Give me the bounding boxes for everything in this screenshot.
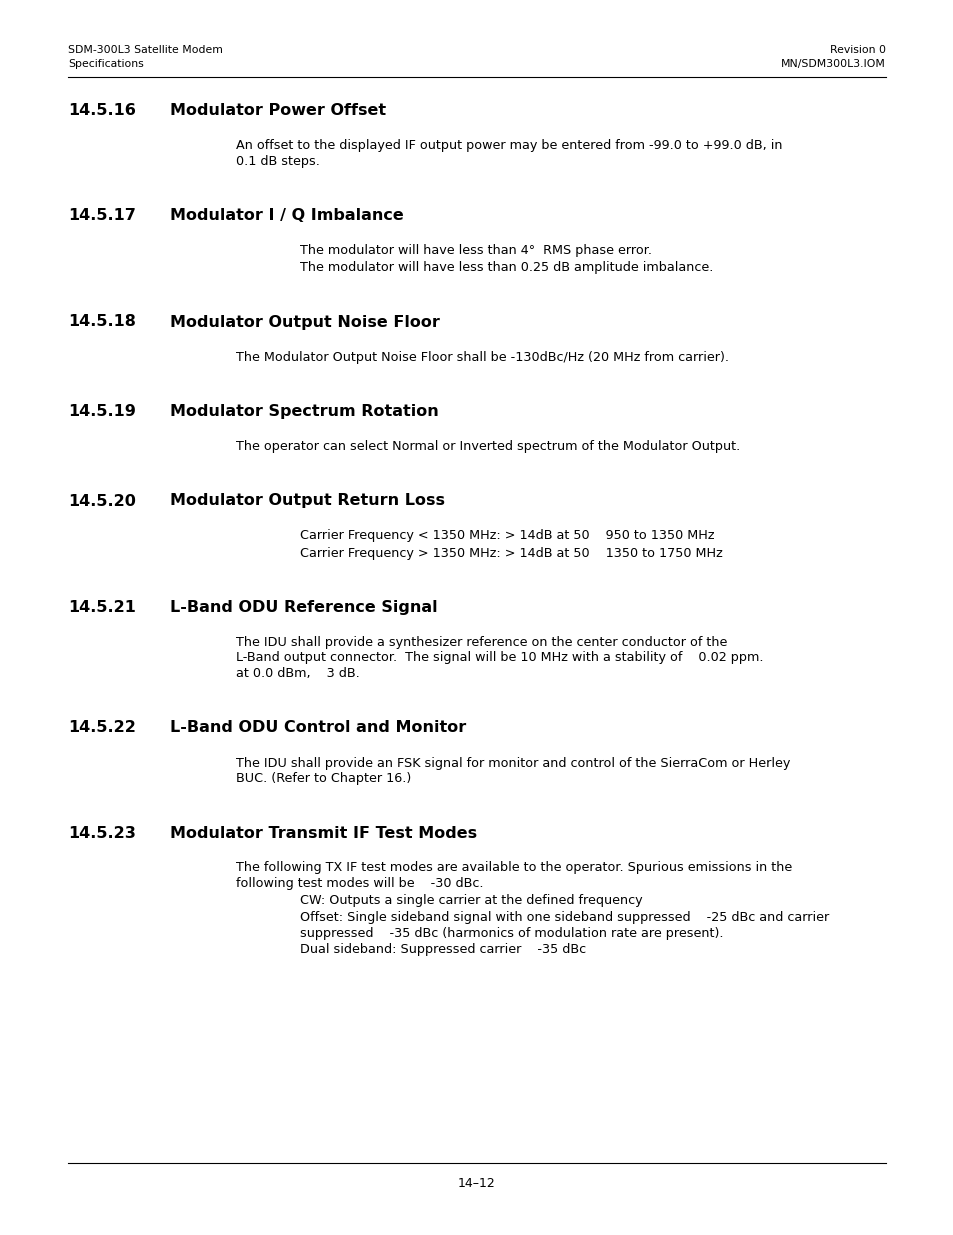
Text: The operator can select Normal or Inverted spectrum of the Modulator Output.: The operator can select Normal or Invert… bbox=[235, 440, 740, 453]
Text: Modulator Spectrum Rotation: Modulator Spectrum Rotation bbox=[170, 404, 438, 419]
Text: Carrier Frequency < 1350 MHz: > 14dB at 50    950 to 1350 MHz: Carrier Frequency < 1350 MHz: > 14dB at … bbox=[299, 530, 714, 542]
Text: The IDU shall provide an FSK signal for monitor and control of the SierraCom or : The IDU shall provide an FSK signal for … bbox=[235, 757, 789, 769]
Text: The following TX IF test modes are available to the operator. Spurious emissions: The following TX IF test modes are avail… bbox=[235, 862, 791, 874]
Text: Modulator Output Return Loss: Modulator Output Return Loss bbox=[170, 494, 444, 509]
Text: 14.5.23: 14.5.23 bbox=[68, 825, 135, 841]
Text: The IDU shall provide a synthesizer reference on the center conductor of the: The IDU shall provide a synthesizer refe… bbox=[235, 636, 726, 650]
Text: Modulator Transmit IF Test Modes: Modulator Transmit IF Test Modes bbox=[170, 825, 476, 841]
Text: 14.5.17: 14.5.17 bbox=[68, 207, 135, 224]
Text: CW: Outputs a single carrier at the defined frequency: CW: Outputs a single carrier at the defi… bbox=[299, 894, 642, 906]
Text: The modulator will have less than 4°  RMS phase error.: The modulator will have less than 4° RMS… bbox=[299, 245, 651, 257]
Text: Specifications: Specifications bbox=[68, 59, 144, 69]
Text: Modulator Output Noise Floor: Modulator Output Noise Floor bbox=[170, 315, 439, 330]
Text: L-Band ODU Control and Monitor: L-Band ODU Control and Monitor bbox=[170, 720, 466, 736]
Text: The Modulator Output Noise Floor shall be -130dBc/Hz (20 MHz from carrier).: The Modulator Output Noise Floor shall b… bbox=[235, 351, 728, 363]
Text: following test modes will be    -30 dBc.: following test modes will be -30 dBc. bbox=[235, 877, 483, 890]
Text: Modulator I / Q Imbalance: Modulator I / Q Imbalance bbox=[170, 207, 403, 224]
Text: Offset: Single sideband signal with one sideband suppressed    -25 dBc and carri: Offset: Single sideband signal with one … bbox=[299, 911, 828, 924]
Text: 14–12: 14–12 bbox=[457, 1177, 496, 1191]
Text: Revision 0: Revision 0 bbox=[829, 44, 885, 56]
Text: Modulator Power Offset: Modulator Power Offset bbox=[170, 103, 386, 119]
Text: 14.5.21: 14.5.21 bbox=[68, 600, 135, 615]
Text: MN/SDM300L3.IOM: MN/SDM300L3.IOM bbox=[781, 59, 885, 69]
Text: 0.1 dB steps.: 0.1 dB steps. bbox=[235, 154, 319, 168]
Text: Dual sideband: Suppressed carrier    -35 dBc: Dual sideband: Suppressed carrier -35 dB… bbox=[299, 944, 585, 956]
Text: 14.5.16: 14.5.16 bbox=[68, 103, 135, 119]
Text: BUC. (Refer to Chapter 16.): BUC. (Refer to Chapter 16.) bbox=[235, 772, 411, 785]
Text: 14.5.20: 14.5.20 bbox=[68, 494, 135, 509]
Text: SDM-300L3 Satellite Modem: SDM-300L3 Satellite Modem bbox=[68, 44, 223, 56]
Text: The modulator will have less than 0.25 dB amplitude imbalance.: The modulator will have less than 0.25 d… bbox=[299, 261, 713, 274]
Text: 14.5.22: 14.5.22 bbox=[68, 720, 135, 736]
Text: Carrier Frequency > 1350 MHz: > 14dB at 50    1350 to 1750 MHz: Carrier Frequency > 1350 MHz: > 14dB at … bbox=[299, 547, 722, 559]
Text: suppressed    -35 dBc (harmonics of modulation rate are present).: suppressed -35 dBc (harmonics of modulat… bbox=[299, 926, 722, 940]
Text: An offset to the displayed IF output power may be entered from -99.0 to +99.0 dB: An offset to the displayed IF output pow… bbox=[235, 140, 781, 152]
Text: L-Band ODU Reference Signal: L-Band ODU Reference Signal bbox=[170, 600, 437, 615]
Text: 14.5.18: 14.5.18 bbox=[68, 315, 135, 330]
Text: L-Band output connector.  The signal will be 10 MHz with a stability of    0.02 : L-Band output connector. The signal will… bbox=[235, 652, 762, 664]
Text: at 0.0 dBm,    3 dB.: at 0.0 dBm, 3 dB. bbox=[235, 667, 359, 680]
Text: 14.5.19: 14.5.19 bbox=[68, 404, 135, 419]
